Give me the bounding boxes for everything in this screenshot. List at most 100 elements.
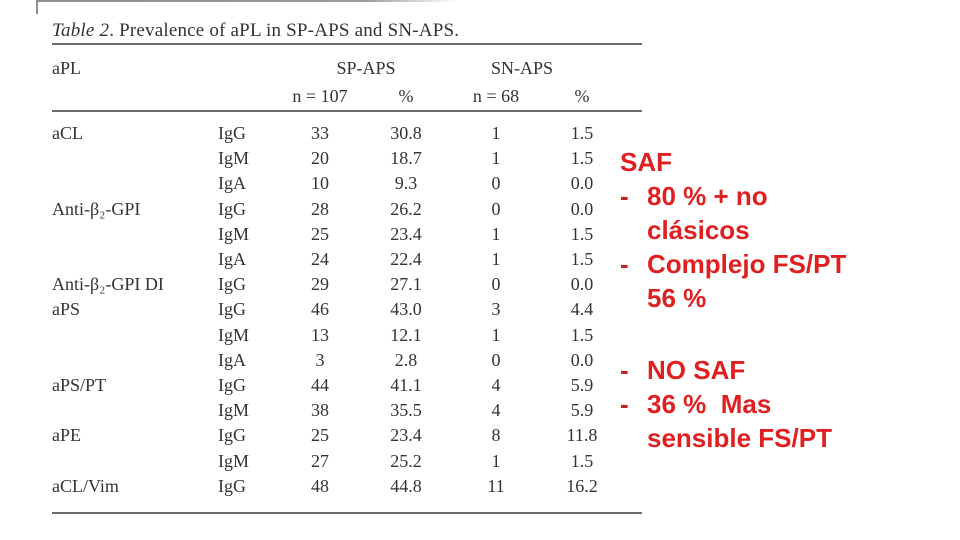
cell-iso: IgG [218,123,246,144]
cell-n1: 3 [315,349,325,370]
cell-p2: 0.0 [570,349,594,370]
table-row: aPS IgG 46 43.0 3 4.4 [52,297,642,322]
table-row: aPS/PT IgG 44 41.1 4 5.9 [52,373,642,398]
header-group-sn-aps: SN-APS [490,58,554,78]
cell-iso: IgM [218,450,249,471]
cell-apl: Anti-β₂-GPI DI [52,274,164,295]
cell-n2: 1 [491,324,501,345]
header-n-sp: n = 107 [292,86,348,107]
cell-p2: 0.0 [570,198,594,219]
table-rule-header [52,110,642,112]
annotation-item: - NO SAF [620,353,955,387]
table-header-groups: aPL SP-APS SN-APS [52,58,642,82]
table-row: aCL/Vim IgG 48 44.8 11 16.2 [52,474,642,499]
cell-n2: 1 [491,123,501,144]
table-body: aCL IgG 33 30.8 1 1.5 IgM 20 18.7 1 1.5 IgA 10 9.3 0 0.… [52,121,642,499]
cell-n1: 20 [311,148,329,169]
table-row: aCL IgG 33 30.8 1 1.5 [52,121,642,146]
header-spacer [218,58,280,82]
table-row: Anti-β₂-GPI IgG 28 26.2 0 0.0 [52,197,642,222]
cell-n2: 4 [491,374,501,395]
cell-apl: aPS/PT [52,374,107,395]
table-row: IgA 24 22.4 1 1.5 [52,247,642,272]
cell-n1: 44 [311,374,329,395]
annotation-item: - Complejo FS/PT 56 % [620,247,955,315]
cell-p1: 12.1 [390,324,422,345]
cell-p1: 9.3 [394,173,418,194]
cell-apl: aCL/Vim [52,475,119,496]
table-row: IgM 25 23.4 1 1.5 [52,222,642,247]
table-title-number: Table 2 [52,20,110,41]
table-title-text: . Prevalence of aPL in SP-APS and SN-APS… [109,20,460,41]
cell-p2: 5.9 [570,374,594,395]
table-row: IgA 10 9.3 0 0.0 [52,171,642,196]
table-row: aPE IgG 25 23.4 8 11.8 [52,423,642,448]
cell-p2: 1.5 [570,223,594,244]
cell-n1: 10 [311,173,329,194]
cell-n2: 0 [491,274,501,295]
cell-n1: 46 [311,299,329,320]
dash-bullet: - [620,355,629,385]
table-header-row: n = 107 % n = 68 % [52,84,642,109]
cell-apl: Anti-β₂-GPI [52,198,141,219]
cell-p1: 2.8 [394,349,418,370]
dash-bullet: - [620,249,629,279]
cell-p2: 1.5 [570,324,594,345]
cell-n2: 1 [491,148,501,169]
cell-p1: 23.4 [390,223,422,244]
cell-n2: 0 [491,173,501,194]
cell-n1: 38 [311,400,329,421]
cell-n1: 25 [311,425,329,446]
cell-n2: 0 [491,198,501,219]
cell-p2: 0.0 [570,274,594,295]
scan-top-border [37,0,457,2]
cell-p2: 11.8 [566,425,598,446]
cell-iso: IgG [218,475,246,496]
cell-iso: IgA [218,173,246,194]
table-row: IgA 3 2.8 0 0.0 [52,348,642,373]
cell-p1: 23.4 [390,425,422,446]
cell-apl: aPS [52,299,81,320]
table-title: Table 2. Prevalence of aPL in SP-APS and… [52,20,632,42]
dash-bullet: - [620,389,629,419]
table-rule-bottom [52,512,642,514]
annotation-text: 80 % + no clásicos [647,181,768,245]
cell-iso: IgG [218,198,246,219]
header-apl: aPL [52,58,81,78]
annotations: SAF - 80 % + no clásicos - Complejo FS/P… [620,145,955,455]
cell-n1: 28 [311,198,329,219]
cell-p2: 1.5 [570,148,594,169]
cell-iso: IgG [218,425,246,446]
table-row: IgM 27 25.2 1 1.5 [52,448,642,473]
annotation-text: NO SAF [647,355,746,385]
table-row: Anti-β₂-GPI DI IgG 29 27.1 0 0.0 [52,272,642,297]
cell-p1: 30.8 [390,123,422,144]
cell-iso: IgA [218,249,246,270]
table-row: IgM 13 12.1 1 1.5 [52,323,642,348]
header-pct-sp: % [398,86,414,107]
cell-p1: 27.1 [390,274,422,295]
cell-iso: IgG [218,299,246,320]
cell-p1: 43.0 [390,299,422,320]
annotation-item: - 80 % + no clásicos [620,179,955,247]
dash-bullet: - [620,181,629,211]
cell-p1: 25.2 [390,450,422,471]
cell-iso: IgG [218,374,246,395]
cell-iso: IgM [218,324,249,345]
cell-iso: IgM [218,148,249,169]
cell-p1: 44.8 [390,475,422,496]
scan-left-border [36,0,38,14]
cell-p1: 41.1 [390,374,422,395]
header-n-sn: n = 68 [472,86,520,107]
cell-iso: IgM [218,400,249,421]
cell-p1: 18.7 [390,148,422,169]
cell-n1: 48 [311,475,329,496]
cell-iso: IgG [218,274,246,295]
annotation-item: - 36 % Mas sensible FS/PT [620,387,955,455]
table-row: IgM 38 35.5 4 5.9 [52,398,642,423]
header-pct-sn: % [574,86,590,107]
table-header-counts: n = 107 % n = 68 % [52,84,642,108]
cell-n2: 1 [491,249,501,270]
cell-p2: 0.0 [570,173,594,194]
cell-n2: 4 [491,400,501,421]
